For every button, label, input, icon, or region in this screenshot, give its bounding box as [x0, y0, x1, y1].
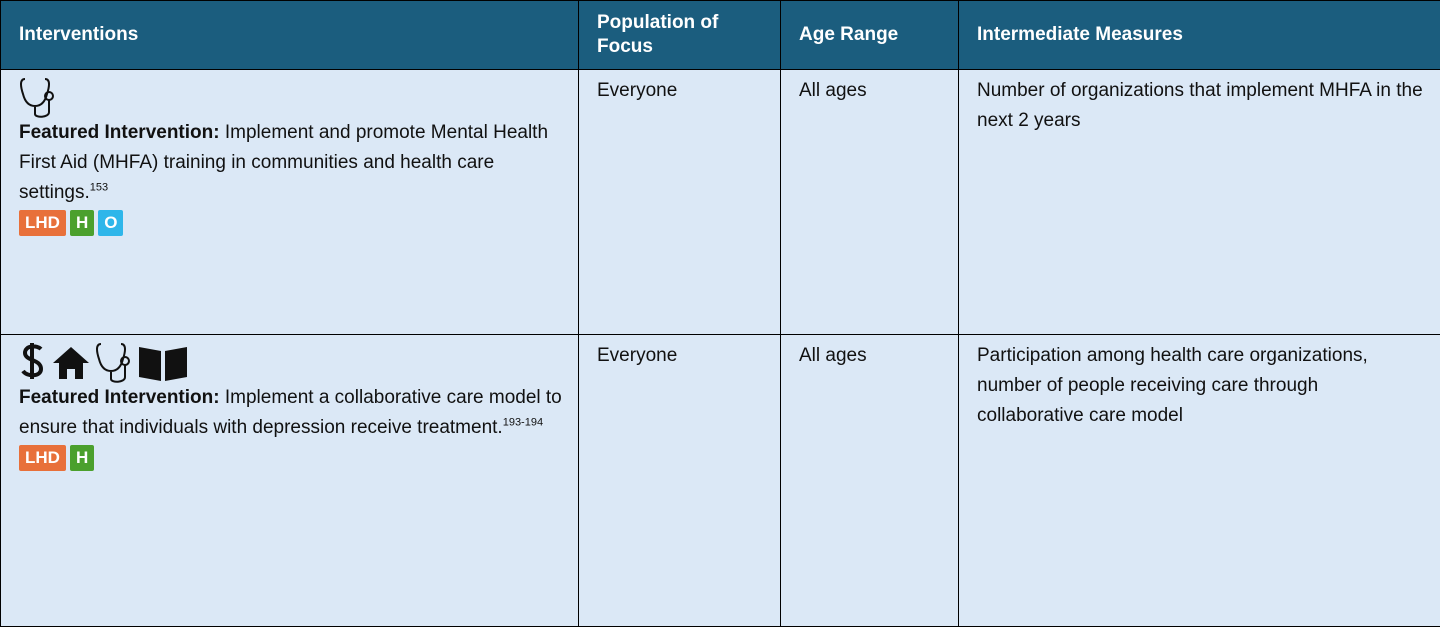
reference: 193-194: [502, 416, 544, 429]
header: Intermediate Measures: [958, 0, 1440, 70]
header: Population of Focus: [578, 0, 781, 70]
stethoscope-icon: [20, 78, 54, 118]
icons: [21, 343, 187, 383]
label: Featured Intervention:: [19, 122, 220, 143]
row: Featured Intervention: Implement and pro…: [0, 69, 1440, 335]
intervention-cell: Featured Intervention: Implement a colla…: [0, 334, 579, 627]
population-cell: Everyone: [578, 334, 781, 627]
measures-cell: Number of organizations that implement M…: [958, 69, 1440, 335]
age-cell: All ages: [780, 334, 959, 627]
measures-cell: Participation among health care organiza…: [958, 334, 1440, 627]
tag: O: [98, 210, 124, 236]
row: Featured Intervention: Implement a colla…: [0, 334, 1440, 627]
tag: LHD: [19, 445, 66, 471]
tag: LHD: [19, 210, 66, 236]
tag: H: [69, 210, 95, 236]
text: Implement a collaborative care model to …: [19, 387, 562, 438]
intervention-cell: Featured Intervention: Implement and pro…: [0, 69, 579, 335]
tag: H: [69, 445, 95, 471]
text: Implement and promote Mental Health Firs…: [19, 122, 549, 203]
header-row: Interventions Population of Focus Age Ra…: [0, 0, 1440, 70]
header: Age Range: [780, 0, 959, 70]
reference: 153: [89, 181, 109, 194]
age-cell: All ages: [780, 69, 959, 335]
header: Interventions: [0, 0, 579, 70]
population-cell: Everyone: [578, 69, 781, 335]
label: Featured Intervention:: [19, 387, 220, 408]
